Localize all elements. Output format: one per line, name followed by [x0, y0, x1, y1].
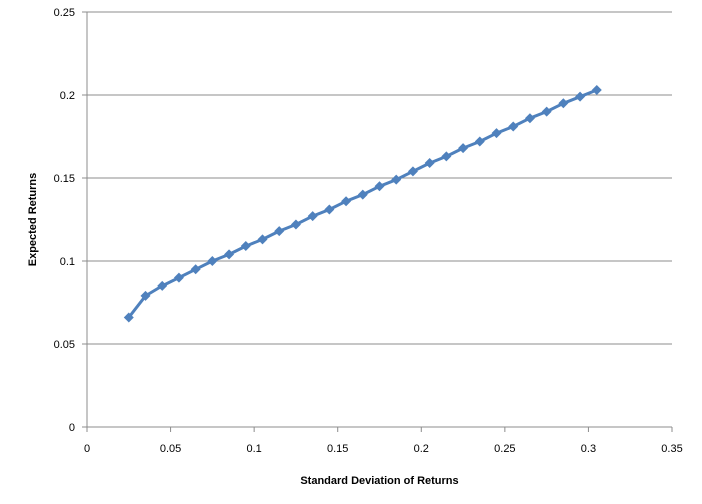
x-tick-label: 0.3	[581, 443, 596, 455]
y-tick-label: 0.2	[60, 90, 75, 102]
data-point-marker	[324, 204, 335, 215]
data-point-marker	[357, 189, 368, 200]
data-point-marker	[524, 113, 535, 124]
data-point-marker	[458, 143, 469, 154]
x-tick-label: 0	[84, 443, 90, 455]
data-point-marker	[374, 181, 385, 192]
series-line	[127, 88, 598, 319]
x-tick-label: 0.25	[494, 443, 515, 455]
data-point-marker	[541, 106, 552, 117]
y-tick-label: 0.05	[54, 339, 75, 351]
data-point-marker	[274, 226, 285, 237]
data-point-marker	[441, 151, 452, 162]
data-point-marker	[508, 121, 519, 132]
data-point-marker	[491, 128, 502, 139]
data-point-marker	[257, 234, 268, 245]
y-tick-labels: 0 0.05 0.1 0.15 0.2 0.25	[54, 7, 75, 434]
x-tick-label: 0.2	[414, 443, 429, 455]
x-tick-label: 0.1	[246, 443, 261, 455]
x-tick-label: 0.05	[160, 443, 181, 455]
data-point-marker	[591, 85, 602, 96]
data-point-marker	[558, 98, 569, 109]
data-point-marker	[240, 241, 251, 252]
y-axis-title: Expected Returns	[27, 173, 39, 267]
x-axis-title: Standard Deviation of Returns	[300, 475, 458, 487]
x-tick-label: 0.15	[327, 443, 348, 455]
data-point-marker	[190, 264, 201, 275]
data-point-marker	[575, 91, 586, 102]
data-point-marker	[207, 256, 218, 266]
data-point-marker	[140, 290, 151, 301]
y-tick-label: 0.1	[60, 256, 75, 268]
data-point-marker	[157, 280, 168, 291]
data-point-marker	[290, 219, 301, 230]
data-point-marker	[424, 158, 435, 169]
x-tick-labels: 0 0.05 0.1 0.15 0.2 0.25 0.3 0.35	[84, 443, 683, 455]
data-point-marker	[123, 312, 134, 323]
data-point-marker	[341, 196, 352, 207]
data-point-marker	[407, 166, 418, 177]
y-tick-label: 0	[69, 422, 75, 434]
y-tick-label: 0.25	[54, 7, 75, 19]
data-point-marker	[173, 272, 184, 283]
data-point-marker	[307, 211, 318, 222]
y-tick-label: 0.15	[54, 173, 75, 185]
x-tick-label: 0.35	[661, 443, 682, 455]
data-point-marker	[474, 136, 485, 147]
axes	[82, 11, 673, 432]
data-point-marker	[224, 249, 235, 260]
gridlines	[87, 11, 672, 345]
series	[123, 85, 602, 323]
data-point-marker	[391, 174, 402, 185]
